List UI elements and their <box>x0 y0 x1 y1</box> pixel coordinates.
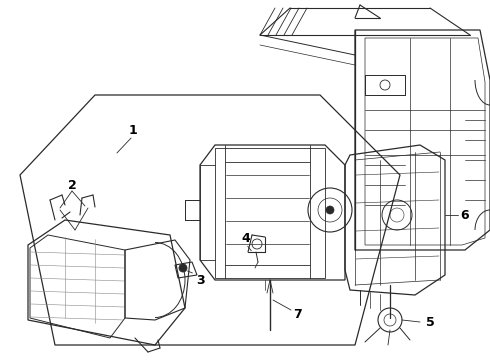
Text: 6: 6 <box>461 208 469 221</box>
Circle shape <box>326 206 334 214</box>
Text: 1: 1 <box>129 123 137 136</box>
Text: 2: 2 <box>68 179 76 192</box>
Circle shape <box>179 264 187 272</box>
Text: 7: 7 <box>293 309 301 321</box>
Text: 4: 4 <box>242 231 250 244</box>
Text: 5: 5 <box>426 315 434 328</box>
Text: 3: 3 <box>196 274 204 287</box>
